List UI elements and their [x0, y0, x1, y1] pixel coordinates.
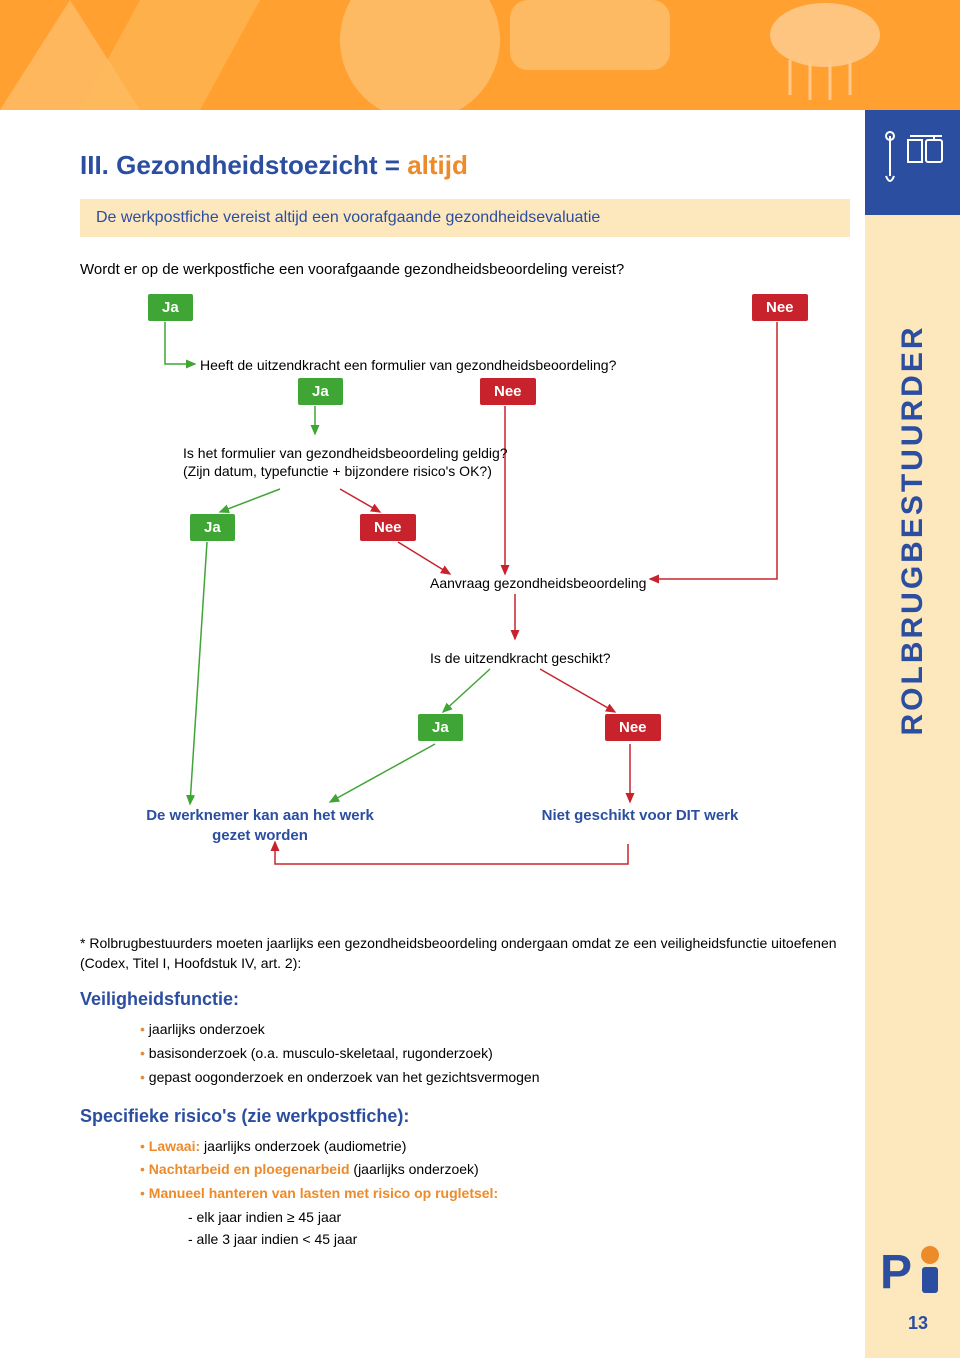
list-item: Lawaai: jaarlijks onderzoek (audiometrie… [140, 1135, 850, 1159]
side-tab [865, 110, 960, 215]
svg-text:P: P [880, 1246, 912, 1298]
flow-q4: Is de uitzendkracht geschikt? [430, 649, 680, 667]
crane-icon [878, 128, 948, 198]
section1-title: Veiligheidsfunctie: [80, 989, 850, 1010]
item-bold: Manueel hanteren van lasten met risico o… [149, 1185, 498, 1201]
page-number: 13 [908, 1313, 928, 1334]
side-label: ROLBRUGBESTUURDER [865, 230, 960, 830]
content: III. Gezondheidstoezicht = altijd De wer… [80, 150, 850, 1251]
node-ja-3: Ja [190, 514, 235, 541]
list-item: gepast oogonderzoek en onderzoek van het… [140, 1066, 850, 1090]
node-ja-2: Ja [298, 378, 343, 405]
side-label-text: ROLBRUGBESTUURDER [896, 325, 930, 736]
footnote: * Rolbrugbestuurders moeten jaarlijks ee… [80, 934, 850, 973]
flowchart: Ja Nee Heeft de uitzendkracht een formul… [80, 294, 850, 934]
section1-bullets: jaarlijks onderzoek basisonderzoek (o.a.… [140, 1018, 850, 1089]
list-item: basisonderzoek (o.a. musculo-skeletaal, … [140, 1042, 850, 1066]
section2-bullets: Lawaai: jaarlijks onderzoek (audiometrie… [140, 1135, 850, 1251]
outcome-ja: De werknemer kan aan het werk gezet word… [130, 806, 390, 845]
item-rest: (jaarlijks onderzoek) [350, 1161, 479, 1177]
node-nee-4: Nee [605, 714, 661, 741]
item-rest: jaarlijks onderzoek (audiometrie) [200, 1138, 406, 1154]
section2-title: Specifieke risico's (zie werkpostfiche): [80, 1106, 850, 1127]
node-nee-1: Nee [752, 294, 808, 321]
outcome-nee: Niet geschikt voor DIT werk [530, 806, 750, 826]
node-ja-1: Ja [148, 294, 193, 321]
list-item: jaarlijks onderzoek [140, 1018, 850, 1042]
page-title: III. Gezondheidstoezicht = altijd [80, 150, 850, 181]
title-emphasis: altijd [407, 150, 468, 180]
sub-item: - elk jaar indien ≥ 45 jaar [188, 1206, 850, 1228]
node-ja-4: Ja [418, 714, 463, 741]
question-main: Wordt er op de werkpostfiche een voorafg… [80, 259, 850, 280]
list-item: Manueel hanteren van lasten met risico o… [140, 1182, 850, 1206]
title-prefix: III. Gezondheidstoezicht = [80, 150, 407, 180]
banner-shapes [0, 0, 960, 110]
flow-q3a: Is het formulier van gezondheidsbeoordel… [183, 445, 508, 461]
item-bold: Lawaai: [149, 1138, 200, 1154]
node-nee-3: Nee [360, 514, 416, 541]
intro-bar: De werkpostfiche vereist altijd een voor… [80, 199, 850, 237]
top-banner [0, 0, 960, 110]
list-item: Nachtarbeid en ploegenarbeid (jaarlijks … [140, 1158, 850, 1182]
flow-q2: Heeft de uitzendkracht een formulier van… [200, 356, 650, 374]
item-bold: Nachtarbeid en ploegenarbeid [149, 1161, 350, 1177]
flow-q3b: (Zijn datum, typefunctie + bijzondere ri… [183, 463, 492, 479]
flow-aanvraag: Aanvraag gezondheidsbeoordeling [430, 574, 680, 592]
pi-logo: P [880, 1243, 945, 1298]
flow-q3: Is het formulier van gezondheidsbeoordel… [183, 444, 533, 480]
node-nee-2: Nee [480, 378, 536, 405]
sub-item: - alle 3 jaar indien < 45 jaar [188, 1228, 850, 1250]
